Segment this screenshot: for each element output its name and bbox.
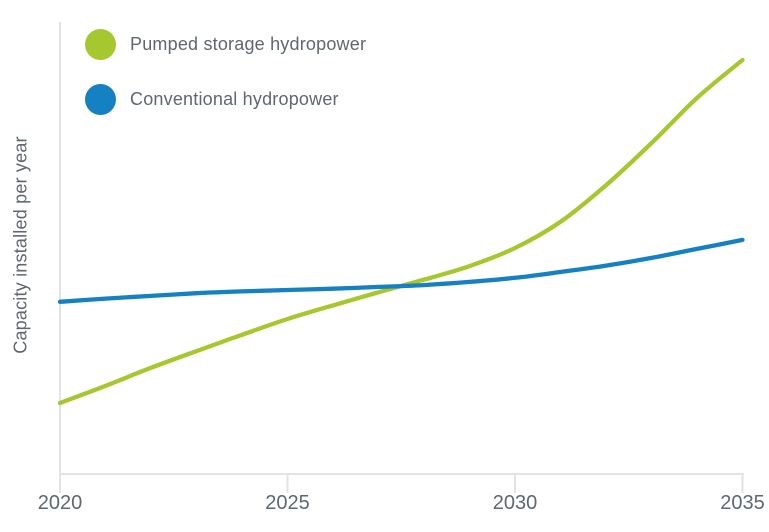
series-lines <box>57 57 745 406</box>
legend-item-pumped-storage: Pumped storage hydropower <box>85 29 366 60</box>
y-axis-title: Capacity installed per year <box>10 136 31 354</box>
x-tick-label-2020: 2020 <box>37 492 83 514</box>
axes <box>59 22 744 493</box>
legend-swatch-pumped-storage-icon <box>85 29 116 60</box>
line-conventional-hydropower <box>57 237 745 304</box>
x-tick-label-2025: 2025 <box>265 492 310 514</box>
legend-item-conventional: Conventional hydropower <box>85 84 366 115</box>
legend: Pumped storage hydropower Conventional h… <box>85 29 366 115</box>
legend-label-pumped-storage: Pumped storage hydropower <box>130 34 367 54</box>
x-tick-label-2035: 2035 <box>720 492 765 514</box>
x-tick-label-2030: 2030 <box>492 492 538 514</box>
legend-label-conventional: Conventional hydropower <box>130 89 339 109</box>
legend-swatch-conventional-icon <box>85 84 116 115</box>
